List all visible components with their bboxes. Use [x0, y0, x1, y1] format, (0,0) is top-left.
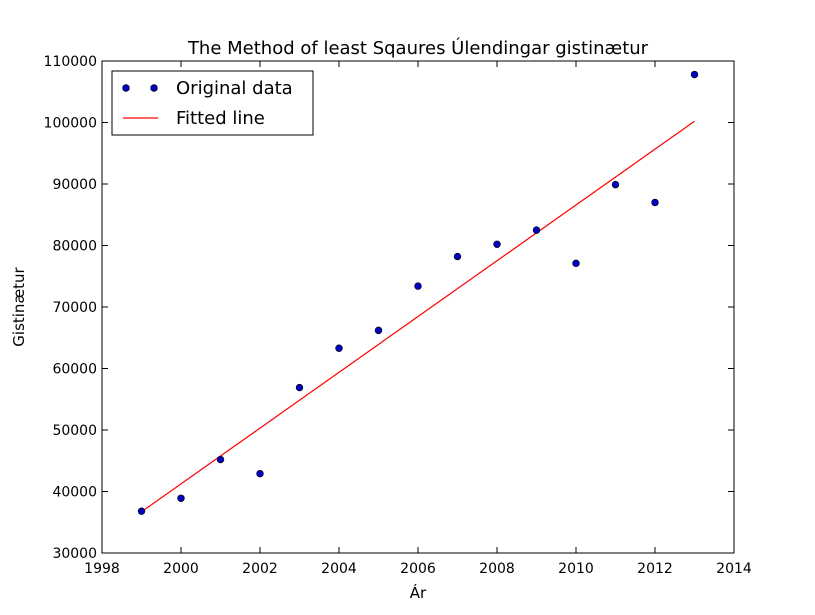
data-point: [532, 226, 541, 234]
legend-marker: [150, 84, 158, 92]
x-tick-label: 2004: [321, 561, 357, 577]
y-tick-label: 50000: [52, 423, 97, 439]
y-tick-label: 90000: [52, 177, 97, 193]
data-point: [295, 383, 304, 392]
data-point: [374, 326, 383, 335]
y-tick-label: 70000: [52, 300, 97, 316]
y-tick-label: 40000: [52, 485, 97, 501]
y-tick-label: 110000: [44, 54, 97, 70]
data-point: [414, 282, 422, 290]
x-tick-label: 2000: [163, 561, 199, 577]
x-tick-label: 2006: [400, 561, 436, 577]
fitted-line: [141, 120, 695, 513]
data-point: [256, 469, 264, 478]
legend: Original data Fitted line: [111, 70, 314, 136]
legend-label: Fitted line: [176, 108, 265, 129]
legend-label: Original data: [176, 78, 293, 99]
data-point: [611, 180, 620, 189]
y-tick-label: 60000: [52, 362, 97, 378]
y-tick-label: 80000: [52, 239, 97, 255]
data-point: [651, 198, 659, 207]
data-point: [137, 507, 146, 515]
x-axis: 1998 2000 2002 2004 2006 2008 2010 2012 2014: [84, 61, 752, 577]
y-tick-label: 30000: [52, 546, 97, 562]
x-tick-label: 2010: [558, 561, 594, 577]
data-point: [572, 259, 580, 268]
y-axis: 30000 40000 50000 60000 70000 80000 90000 10000…: [44, 54, 734, 562]
legend-box: [111, 70, 314, 136]
x-tick-label: 2012: [637, 561, 673, 577]
x-tick-label: 2008: [479, 561, 515, 577]
data-point: [335, 344, 343, 352]
x-tick-label: 2014: [716, 561, 752, 577]
x-tick-label: 1998: [84, 561, 120, 577]
data-point: [690, 70, 699, 79]
data-point: [177, 494, 185, 502]
data-point: [216, 455, 225, 464]
x-tick-label: 2002: [242, 561, 278, 577]
x-axis-label: Ár: [410, 583, 427, 602]
data-point: [453, 252, 462, 261]
series-layer: [137, 70, 699, 515]
y-axis-label: Gistinætur: [10, 266, 28, 346]
data-point: [493, 240, 501, 248]
plot-area: [101, 60, 735, 554]
chart-title: The Method of least Sqaures Úlendingar g…: [187, 37, 649, 59]
legend-marker: [122, 84, 130, 92]
y-tick-label: 100000: [44, 116, 97, 132]
